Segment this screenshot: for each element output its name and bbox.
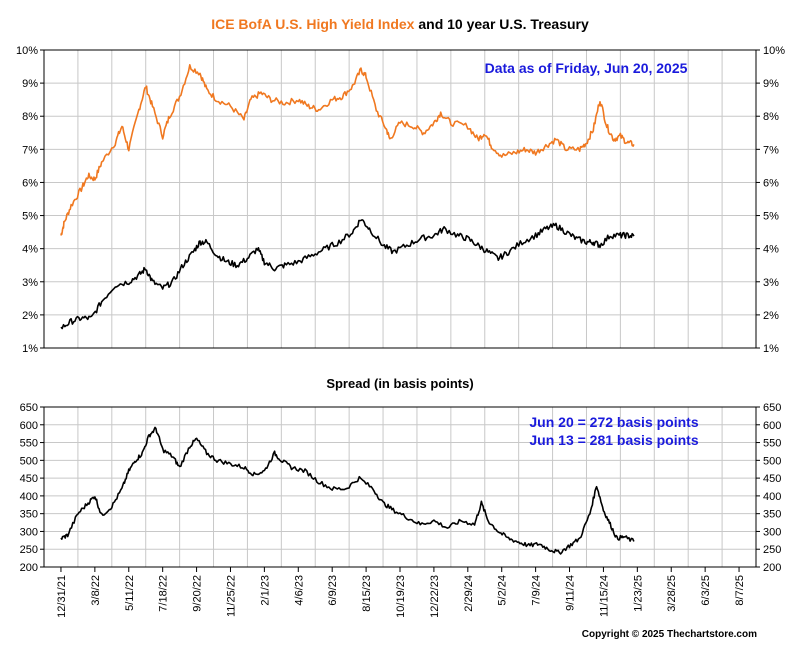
y-tick-label-right: 5% [763, 211, 779, 223]
data-as-of-note: Data as of Friday, Jun 20, 2025 [485, 60, 688, 76]
chart-title: ICE BofA U.S. High Yield Index and 10 ye… [211, 16, 589, 32]
y-tick-label-right: 8% [763, 111, 779, 123]
x-tick-label: 11/15/24 [598, 575, 610, 617]
y-tick-label-left: 4% [22, 244, 38, 256]
x-tick-label: 12/31/21 [56, 575, 68, 618]
y-tick-label-left: 350 [20, 509, 38, 521]
y-tick-label-left: 10% [16, 45, 38, 57]
x-tick-label: 9/11/24 [565, 575, 577, 611]
y-tick-label-left: 3% [22, 277, 38, 289]
x-tick-label: 2/1/23 [259, 575, 271, 606]
x-tick-label: 3/8/22 [90, 575, 102, 606]
series-line-spread [60, 426, 635, 555]
x-tick-label: 7/18/22 [158, 575, 170, 612]
x-tick-label: 12/22/23 [429, 575, 441, 618]
y-tick-label-left: 500 [20, 455, 38, 467]
x-tick-label: 5/2/24 [497, 575, 509, 606]
x-tick-label: 2/29/24 [463, 575, 475, 612]
y-tick-label-right: 550 [763, 438, 781, 450]
y-tick-label-right: 350 [763, 509, 781, 521]
y-tick-label-right: 650 [763, 402, 781, 414]
y-tick-label-right: 450 [763, 473, 781, 485]
y-tick-label-left: 9% [22, 78, 38, 90]
x-tick-label: 8/15/23 [361, 575, 373, 612]
x-axis: 12/31/21 3/8/22 5/11/22 7/18/22 9/20/22 11/25… [56, 567, 746, 618]
x-tick-label: 6/3/25 [700, 575, 712, 606]
chart-title-highyield: ICE BofA U.S. High Yield Index [211, 16, 414, 32]
x-tick-label: 4/6/23 [293, 575, 305, 606]
y-tick-label-left: 2% [22, 310, 38, 322]
y-tick-label-right: 10% [763, 45, 785, 57]
y-tick-label-left: 650 [20, 402, 38, 414]
y-tick-label-left: 7% [22, 144, 38, 156]
y-tick-label-left: 400 [20, 491, 38, 503]
y-tick-label-right: 6% [763, 177, 779, 189]
spread-note-jun20: Jun 20 = 272 basis points [529, 414, 698, 430]
x-tick-label: 10/19/23 [395, 575, 407, 618]
x-tick-label: 9/20/22 [192, 575, 204, 612]
y-tick-label-left: 550 [20, 438, 38, 450]
y-tick-label-right: 200 [763, 562, 781, 574]
y-tick-label-right: 600 [763, 420, 781, 432]
spread-note-jun13: Jun 13 = 281 basis points [529, 432, 698, 448]
chart-title-treasury: and 10 year U.S. Treasury [414, 16, 589, 32]
y-tick-label-right: 2% [763, 310, 779, 322]
x-tick-label: 5/11/22 [124, 575, 136, 611]
y-tick-label-right: 250 [763, 544, 781, 556]
plot-frame [43, 49, 757, 349]
x-tick-label: 8/7/25 [734, 575, 746, 606]
y-tick-label-right: 9% [763, 78, 779, 90]
copyright: Copyright © 2025 Thechartstore.com [582, 629, 757, 640]
y-tick-label-right: 4% [763, 244, 779, 256]
y-tick-label-left: 200 [20, 562, 38, 574]
x-tick-label: 7/9/24 [531, 575, 543, 606]
y-tick-label-right: 1% [763, 343, 779, 355]
top-panel: 1% 1% 2% 2% 3% 3% 4% 4% 5% 5% 6% 6% 7% 7% 8% 8% 9% 9% 10% 1… [16, 45, 785, 355]
series-line-high_yield [60, 64, 635, 236]
y-tick-label-left: 1% [22, 343, 38, 355]
y-tick-label-right: 500 [763, 455, 781, 467]
y-tick-label-right: 300 [763, 526, 781, 538]
series-line-treasury_10y [60, 219, 635, 330]
y-tick-label-left: 6% [22, 177, 38, 189]
y-tick-label-right: 7% [763, 144, 779, 156]
y-tick-label-left: 300 [20, 526, 38, 538]
x-tick-label: 6/9/23 [327, 575, 339, 606]
y-tick-label-left: 450 [20, 473, 38, 485]
x-tick-label: 11/25/22 [225, 575, 237, 617]
spread-title: Spread (in basis points) [326, 376, 473, 391]
y-tick-label-left: 250 [20, 544, 38, 556]
y-tick-label-left: 600 [20, 420, 38, 432]
plot-frame [43, 406, 757, 568]
y-tick-label-right: 3% [763, 277, 779, 289]
y-tick-label-left: 8% [22, 111, 38, 123]
x-tick-label: 1/23/25 [632, 575, 644, 612]
y-tick-label-right: 400 [763, 491, 781, 503]
x-tick-label: 3/28/25 [666, 575, 678, 612]
y-tick-label-left: 5% [22, 211, 38, 223]
